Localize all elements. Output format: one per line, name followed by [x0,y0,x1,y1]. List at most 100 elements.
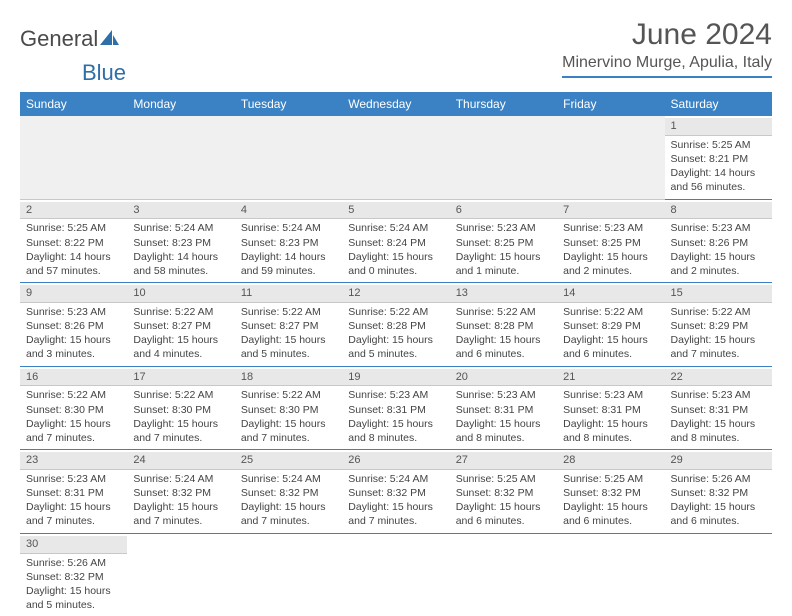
day-number: 6 [450,202,557,220]
daylight-text: and 7 minutes. [26,431,121,445]
calendar-cell [235,533,342,616]
sunrise-text: Sunrise: 5:25 AM [563,472,658,486]
calendar-row: 1Sunrise: 5:25 AMSunset: 8:21 PMDaylight… [20,116,772,199]
calendar-body: 1Sunrise: 5:25 AMSunset: 8:21 PMDaylight… [20,116,772,616]
daylight-text: and 0 minutes. [348,264,443,278]
daylight-text: Daylight: 15 hours [563,417,658,431]
sunset-text: Sunset: 8:27 PM [133,319,228,333]
daylight-text: Daylight: 15 hours [563,333,658,347]
calendar-cell [450,116,557,199]
brand-part2: Blue [82,60,792,86]
calendar-cell [342,533,449,616]
daylight-text: Daylight: 15 hours [241,333,336,347]
day-number: 19 [342,369,449,387]
daylight-text: and 2 minutes. [563,264,658,278]
calendar-cell: 21Sunrise: 5:23 AMSunset: 8:31 PMDayligh… [557,366,664,450]
day-number: 4 [235,202,342,220]
sunset-text: Sunset: 8:23 PM [133,236,228,250]
weekday-header: Thursday [450,92,557,116]
day-number: 21 [557,369,664,387]
sunrise-text: Sunrise: 5:23 AM [671,221,766,235]
daylight-text: and 5 minutes. [241,347,336,361]
weekday-header: Saturday [665,92,772,116]
calendar-cell: 30Sunrise: 5:26 AMSunset: 8:32 PMDayligh… [20,533,127,616]
daylight-text: Daylight: 15 hours [348,417,443,431]
daylight-text: Daylight: 15 hours [133,500,228,514]
sunrise-text: Sunrise: 5:23 AM [26,472,121,486]
daylight-text: and 6 minutes. [671,514,766,528]
calendar-cell: 12Sunrise: 5:22 AMSunset: 8:28 PMDayligh… [342,283,449,367]
day-number: 2 [20,202,127,220]
daylight-text: and 5 minutes. [26,598,121,612]
daylight-text: Daylight: 15 hours [671,250,766,264]
sunset-text: Sunset: 8:25 PM [563,236,658,250]
calendar-cell: 13Sunrise: 5:22 AMSunset: 8:28 PMDayligh… [450,283,557,367]
day-number: 7 [557,202,664,220]
sunrise-text: Sunrise: 5:22 AM [456,305,551,319]
sunrise-text: Sunrise: 5:23 AM [671,388,766,402]
daylight-text: Daylight: 15 hours [133,417,228,431]
calendar-cell: 2Sunrise: 5:25 AMSunset: 8:22 PMDaylight… [20,199,127,283]
daylight-text: Daylight: 14 hours [241,250,336,264]
calendar-cell: 6Sunrise: 5:23 AMSunset: 8:25 PMDaylight… [450,199,557,283]
calendar-cell [235,116,342,199]
weekday-header: Monday [127,92,234,116]
calendar-row: 2Sunrise: 5:25 AMSunset: 8:22 PMDaylight… [20,199,772,283]
daylight-text: and 7 minutes. [348,514,443,528]
sunset-text: Sunset: 8:32 PM [456,486,551,500]
calendar-cell: 23Sunrise: 5:23 AMSunset: 8:31 PMDayligh… [20,450,127,534]
sunset-text: Sunset: 8:29 PM [563,319,658,333]
sunrise-text: Sunrise: 5:24 AM [241,472,336,486]
daylight-text: and 7 minutes. [26,514,121,528]
sunset-text: Sunset: 8:30 PM [26,403,121,417]
sunrise-text: Sunrise: 5:23 AM [456,221,551,235]
calendar-cell: 28Sunrise: 5:25 AMSunset: 8:32 PMDayligh… [557,450,664,534]
daylight-text: Daylight: 15 hours [348,333,443,347]
day-number: 23 [20,452,127,470]
daylight-text: Daylight: 15 hours [563,500,658,514]
daylight-text: and 7 minutes. [671,347,766,361]
day-number: 22 [665,369,772,387]
day-number: 13 [450,285,557,303]
daylight-text: and 59 minutes. [241,264,336,278]
daylight-text: Daylight: 15 hours [456,250,551,264]
sunset-text: Sunset: 8:28 PM [348,319,443,333]
daylight-text: Daylight: 15 hours [26,333,121,347]
calendar-cell [127,116,234,199]
day-number: 27 [450,452,557,470]
daylight-text: and 6 minutes. [563,347,658,361]
calendar-cell: 26Sunrise: 5:24 AMSunset: 8:32 PMDayligh… [342,450,449,534]
calendar-cell: 18Sunrise: 5:22 AMSunset: 8:30 PMDayligh… [235,366,342,450]
calendar-cell: 24Sunrise: 5:24 AMSunset: 8:32 PMDayligh… [127,450,234,534]
sunrise-text: Sunrise: 5:22 AM [133,305,228,319]
day-number: 15 [665,285,772,303]
calendar-cell [450,533,557,616]
calendar-cell [342,116,449,199]
day-number: 18 [235,369,342,387]
calendar-cell: 3Sunrise: 5:24 AMSunset: 8:23 PMDaylight… [127,199,234,283]
calendar-table: Sunday Monday Tuesday Wednesday Thursday… [20,92,772,616]
sunrise-text: Sunrise: 5:23 AM [348,388,443,402]
day-number: 20 [450,369,557,387]
daylight-text: and 6 minutes. [563,514,658,528]
calendar-cell: 15Sunrise: 5:22 AMSunset: 8:29 PMDayligh… [665,283,772,367]
daylight-text: and 3 minutes. [26,347,121,361]
sunset-text: Sunset: 8:21 PM [671,152,766,166]
sunset-text: Sunset: 8:32 PM [348,486,443,500]
daylight-text: and 1 minute. [456,264,551,278]
sunrise-text: Sunrise: 5:22 AM [348,305,443,319]
sunset-text: Sunset: 8:25 PM [456,236,551,250]
day-number: 25 [235,452,342,470]
calendar-cell [665,533,772,616]
sunrise-text: Sunrise: 5:24 AM [133,472,228,486]
sunset-text: Sunset: 8:31 PM [348,403,443,417]
daylight-text: and 4 minutes. [133,347,228,361]
daylight-text: Daylight: 15 hours [241,417,336,431]
daylight-text: and 8 minutes. [671,431,766,445]
sunrise-text: Sunrise: 5:24 AM [348,472,443,486]
sunset-text: Sunset: 8:31 PM [26,486,121,500]
sunrise-text: Sunrise: 5:25 AM [456,472,551,486]
calendar-cell: 1Sunrise: 5:25 AMSunset: 8:21 PMDaylight… [665,116,772,199]
calendar-row: 30Sunrise: 5:26 AMSunset: 8:32 PMDayligh… [20,533,772,616]
day-number: 29 [665,452,772,470]
